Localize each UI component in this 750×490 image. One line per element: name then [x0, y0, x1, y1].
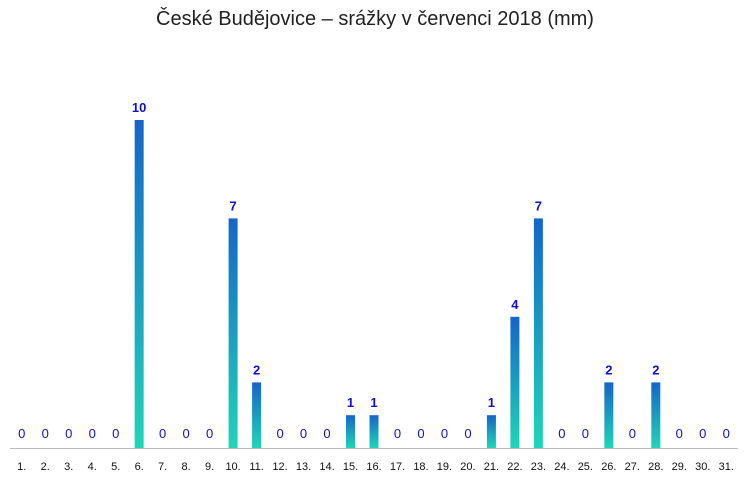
bar-28 [651, 382, 661, 448]
data-label-4: 0 [89, 426, 96, 441]
x-tick-label-31: 31. [719, 461, 734, 473]
data-label-10: 7 [229, 198, 236, 213]
x-tick-label-20: 20. [460, 461, 475, 473]
data-label-18: 0 [417, 426, 424, 441]
bar-22 [510, 316, 520, 448]
x-tick-label-29: 29. [672, 461, 687, 473]
x-tick-label-10: 10. [225, 461, 240, 473]
x-tick-label-24: 24. [554, 461, 569, 473]
bar-21 [486, 415, 496, 448]
data-label-11: 2 [253, 362, 260, 377]
data-label-23: 7 [535, 198, 542, 213]
x-tick-label-27: 27. [625, 461, 640, 473]
x-tick-label-25: 25. [578, 461, 593, 473]
x-tick-labels-group: 1. 2. 3. 4. 5. 6. 7. 8. 9. 10. 11. 12. 13. 14. 15. 16. 1… [17, 461, 734, 473]
bars-group [134, 120, 661, 448]
bar-23 [533, 218, 543, 448]
x-tick-label-9: 9. [205, 461, 214, 473]
x-tick-label-5: 5. [111, 461, 120, 473]
data-label-1: 0 [18, 426, 25, 441]
data-label-26: 2 [605, 362, 612, 377]
x-tick-label-6: 6. [135, 461, 144, 473]
x-tick-label-7: 7. [158, 461, 167, 473]
x-tick-label-17: 17. [390, 461, 405, 473]
chart-title: České Budějovice – srážky v červenci 201… [156, 8, 594, 30]
x-tick-label-23: 23. [531, 461, 546, 473]
data-label-6: 10 [132, 100, 146, 115]
data-label-30: 0 [699, 426, 706, 441]
data-label-8: 0 [183, 426, 190, 441]
data-label-5: 0 [112, 426, 119, 441]
data-label-13: 0 [300, 426, 307, 441]
data-label-2: 0 [42, 426, 49, 441]
x-tick-label-22: 22. [507, 461, 522, 473]
data-label-20: 0 [464, 426, 471, 441]
data-label-21: 1 [488, 395, 495, 410]
bar-16 [369, 415, 379, 448]
data-label-9: 0 [206, 426, 213, 441]
x-tick-label-28: 28. [648, 461, 663, 473]
x-tick-label-11: 11. [249, 461, 263, 473]
x-tick-label-14: 14. [319, 461, 334, 473]
data-label-3: 0 [65, 426, 72, 441]
x-tick-label-19: 19. [437, 461, 452, 473]
data-label-29: 0 [676, 426, 683, 441]
data-label-25: 0 [582, 426, 589, 441]
x-tick-label-1: 1. [17, 461, 26, 473]
data-label-15: 1 [347, 395, 354, 410]
data-label-27: 0 [629, 426, 636, 441]
data-label-19: 0 [441, 426, 448, 441]
x-tick-label-26: 26. [601, 461, 616, 473]
bar-15 [346, 415, 356, 448]
data-label-24: 0 [558, 426, 565, 441]
data-label-12: 0 [276, 426, 283, 441]
x-tick-label-4: 4. [88, 461, 97, 473]
x-tick-label-12: 12. [272, 461, 287, 473]
x-tick-label-30: 30. [695, 461, 710, 473]
bar-26 [604, 382, 614, 448]
x-tick-label-21: 21. [484, 461, 499, 473]
data-label-17: 0 [394, 426, 401, 441]
data-label-31: 0 [723, 426, 730, 441]
bar-6 [134, 120, 144, 448]
x-tick-label-15: 15. [343, 461, 358, 473]
bar-10 [228, 218, 238, 448]
data-label-28: 2 [652, 362, 659, 377]
data-label-7: 0 [159, 426, 166, 441]
x-tick-label-13: 13. [296, 461, 311, 473]
bar-11 [252, 382, 262, 448]
data-label-16: 1 [370, 395, 377, 410]
x-tick-label-3: 3. [64, 461, 73, 473]
data-label-22: 4 [511, 297, 519, 312]
x-tick-label-2: 2. [41, 461, 50, 473]
x-tick-label-18: 18. [413, 461, 428, 473]
x-tick-label-16: 16. [366, 461, 381, 473]
data-label-14: 0 [323, 426, 330, 441]
x-tick-label-8: 8. [182, 461, 191, 473]
